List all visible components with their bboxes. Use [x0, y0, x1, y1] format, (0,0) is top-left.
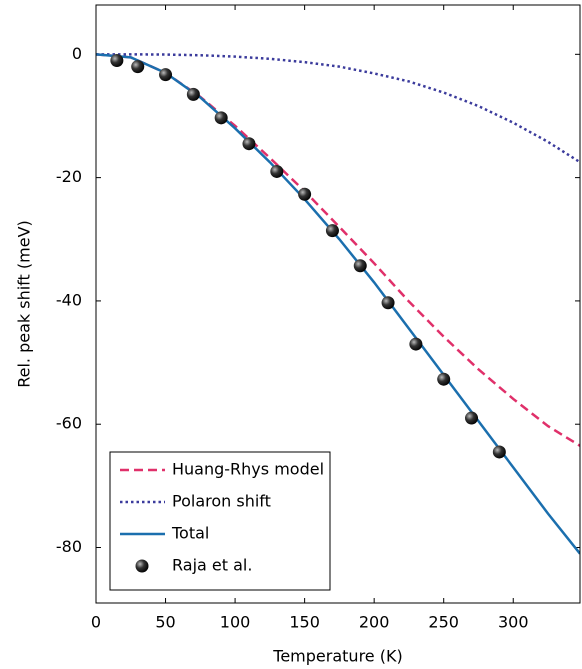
legend-label: Raja et al. — [172, 556, 252, 575]
x-tick-label: 200 — [359, 613, 390, 632]
data-point — [492, 445, 506, 459]
x-axis-label: Temperature (K) — [272, 647, 402, 666]
y-tick-label: -60 — [56, 414, 82, 433]
x-tick-label: 50 — [155, 613, 175, 632]
data-point — [270, 164, 284, 178]
legend-box — [109, 451, 331, 591]
x-tick-label: 100 — [220, 613, 251, 632]
data-point — [186, 87, 200, 101]
y-tick-label: 0 — [72, 44, 82, 63]
plot-frame — [95, 4, 581, 604]
legend-label: Total — [171, 524, 209, 543]
y-tick-label: -20 — [56, 167, 82, 186]
legend-marker — [135, 559, 149, 573]
x-tick-label: 0 — [91, 613, 101, 632]
data-point — [242, 137, 256, 151]
data-point — [381, 296, 395, 310]
data-point — [298, 187, 312, 201]
data-point — [465, 411, 479, 425]
y-tick-label: -40 — [56, 290, 82, 309]
legend-label: Huang-Rhys model — [172, 460, 324, 479]
data-point — [325, 224, 339, 238]
line — [96, 53, 580, 447]
legend-label: Polaron shift — [172, 492, 271, 511]
x-tick-label: 150 — [289, 613, 320, 632]
x-tick-label: 250 — [428, 613, 459, 632]
y-axis-label: Rel. peak shift (meV) — [15, 220, 34, 388]
x-tick-label: 300 — [498, 613, 529, 632]
line — [96, 53, 580, 164]
y-tick-label: -80 — [56, 537, 82, 556]
data-point — [214, 111, 228, 125]
data-point — [409, 337, 423, 351]
data-point — [159, 68, 173, 82]
data-point — [353, 259, 367, 273]
data-point — [131, 60, 145, 74]
data-point — [110, 53, 124, 67]
data-point — [437, 372, 451, 386]
